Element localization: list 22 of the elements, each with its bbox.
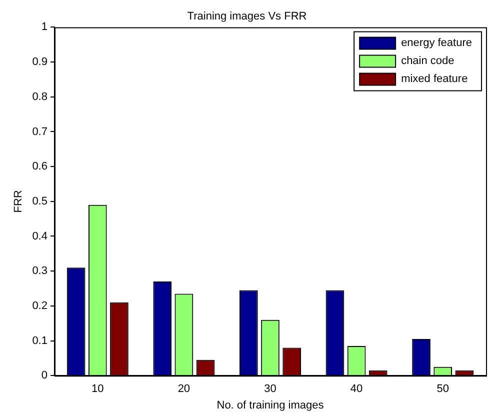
y-tick-label: 1 [41,21,48,34]
y-tick-label: 0.6 [32,160,48,173]
chart-title: Training images Vs FRR [187,10,307,23]
x-tick-label: 10 [92,383,104,396]
y-tick-label: 0.7 [32,126,48,138]
y-axis-title: FRR [12,190,25,213]
y-tick-label: 0.5 [32,195,48,208]
y-tick-label: 0 [41,370,48,382]
x-tick-label: 30 [264,383,276,396]
y-tick-label: 0.2 [32,300,48,312]
legend-label: mixed feature [401,73,468,86]
y-tick-label: 0.9 [32,56,48,68]
y-tick-label: 0.3 [32,265,48,278]
y-tick-label: 0.8 [32,90,48,103]
y-tick-label: 0.1 [32,334,48,347]
x-tick-label: 50 [436,383,449,396]
x-tick-label: 40 [350,383,363,396]
legend-label: energy feature [401,37,472,50]
y-tick-label: 0.4 [32,230,48,242]
x-tick-label: 20 [178,383,190,396]
legend-label: chain code [401,55,454,68]
x-axis-title: No. of training images [216,399,324,412]
